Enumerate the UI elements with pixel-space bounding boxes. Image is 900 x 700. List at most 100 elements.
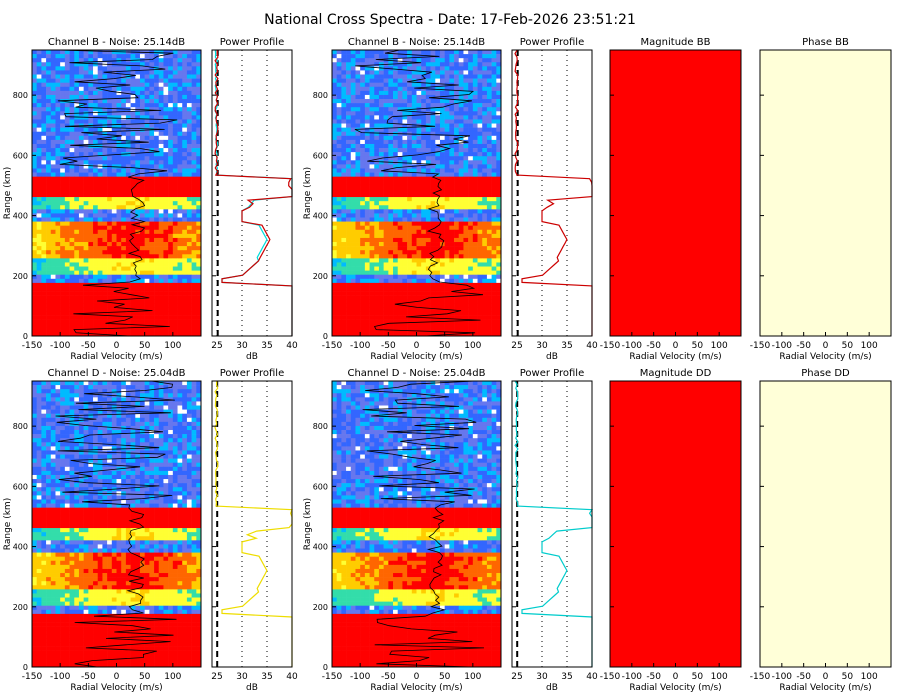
spectra-cell bbox=[88, 58, 94, 63]
spectra-cell bbox=[482, 119, 488, 124]
spectra-cell bbox=[196, 221, 202, 226]
spectra-cell bbox=[482, 123, 488, 128]
spectra-cell bbox=[97, 323, 103, 329]
spectra-cell bbox=[88, 107, 94, 112]
spectra-cell bbox=[472, 111, 478, 116]
spectra-cell bbox=[435, 58, 441, 63]
spectra-cell bbox=[186, 237, 192, 243]
spectra-cell bbox=[378, 201, 384, 206]
spectra-cell bbox=[50, 213, 56, 218]
spectra-cell bbox=[97, 78, 103, 83]
spectra-cell bbox=[449, 94, 455, 100]
spectra-cell bbox=[158, 299, 164, 304]
spectra-cell bbox=[177, 270, 183, 276]
spectra-cell bbox=[144, 58, 150, 63]
spectra-cell bbox=[496, 315, 502, 320]
spectra-cell bbox=[416, 201, 422, 206]
spectra-cell bbox=[88, 258, 94, 263]
spectra-cell bbox=[135, 209, 141, 214]
spectra-cell bbox=[88, 254, 94, 259]
spectra-cell bbox=[93, 242, 99, 247]
spectra-cell bbox=[154, 139, 160, 145]
spectra-cell bbox=[383, 160, 389, 165]
spectra-cell bbox=[111, 86, 117, 92]
spectra-cell bbox=[41, 242, 47, 247]
spectra-cell bbox=[378, 274, 384, 280]
spectra-cell bbox=[425, 286, 431, 292]
spectra-cell bbox=[172, 54, 178, 59]
spectra-cell bbox=[144, 111, 150, 116]
spectra-cell bbox=[107, 50, 113, 55]
spectra-cell bbox=[41, 221, 47, 226]
spectra-cell bbox=[172, 135, 178, 141]
spectra-cell bbox=[472, 299, 478, 304]
spectra-cell bbox=[78, 50, 84, 55]
spectra-cell bbox=[360, 225, 366, 231]
profile-xlabel: dB bbox=[246, 352, 258, 362]
spectra-cell bbox=[102, 143, 108, 149]
spectra-cell bbox=[97, 188, 103, 194]
spectra-cell bbox=[135, 282, 141, 288]
spectra-cell bbox=[135, 168, 141, 173]
spectra-cell bbox=[55, 99, 61, 104]
spectra-cell bbox=[482, 62, 488, 67]
spectra-cell bbox=[374, 152, 380, 157]
spectra-cell bbox=[393, 90, 399, 96]
spectra-cell bbox=[407, 160, 413, 165]
spectra-cell bbox=[374, 139, 380, 145]
spectra-cell bbox=[125, 66, 131, 71]
spectra-cell bbox=[111, 225, 117, 231]
spectra-cell bbox=[383, 94, 389, 100]
spectra-cell bbox=[36, 282, 42, 288]
spectra-cell bbox=[88, 119, 94, 124]
spectra-cell bbox=[182, 331, 188, 337]
spectra-cell bbox=[477, 270, 483, 276]
spectra-cell bbox=[125, 197, 131, 202]
spectra-cell bbox=[46, 266, 52, 271]
spectra-cell bbox=[364, 176, 370, 182]
spectra-cell bbox=[182, 225, 188, 231]
spectra-cell bbox=[421, 286, 427, 292]
spectra-cell bbox=[397, 115, 403, 120]
spectra-cell bbox=[55, 90, 61, 96]
spectra-cell bbox=[374, 295, 380, 300]
spectra-cell bbox=[468, 86, 474, 92]
spectra-cell bbox=[177, 250, 183, 255]
spectra-cell bbox=[196, 262, 202, 267]
spectra-cell bbox=[102, 58, 108, 63]
spectra-cell bbox=[172, 205, 178, 210]
spectra-cell bbox=[468, 74, 474, 79]
spectra-cell bbox=[435, 315, 441, 320]
spectra-cell bbox=[397, 78, 403, 83]
spectra-cell bbox=[374, 205, 380, 210]
spectra-cell bbox=[93, 160, 99, 165]
spectra-cell bbox=[454, 184, 460, 190]
spectra-cell bbox=[41, 176, 47, 182]
spectra-cell bbox=[472, 164, 478, 169]
spectra-cell bbox=[121, 119, 127, 124]
spectra-cell bbox=[411, 315, 417, 320]
spectra-cell bbox=[69, 262, 75, 267]
spectra-cell bbox=[425, 254, 431, 259]
spectra-cell bbox=[393, 250, 399, 255]
spectra-cell bbox=[102, 278, 108, 284]
spectra-cell bbox=[172, 156, 178, 161]
spectra-cell bbox=[435, 180, 441, 186]
spectra-cell bbox=[158, 148, 164, 153]
spectra-cell bbox=[463, 266, 469, 271]
spectra-cell bbox=[439, 131, 445, 137]
spectra-cell bbox=[83, 152, 89, 157]
spectra-cell bbox=[468, 160, 474, 165]
spectra-cell bbox=[421, 242, 427, 247]
spectra-cell bbox=[439, 315, 445, 320]
spectra-cell bbox=[463, 205, 469, 210]
spectra-cell bbox=[369, 176, 375, 182]
spectra-cell bbox=[439, 319, 445, 325]
spectra-cell bbox=[139, 103, 145, 108]
spectra-cell bbox=[360, 323, 366, 329]
spectra-cell bbox=[435, 242, 441, 247]
spectra-cell bbox=[496, 229, 502, 235]
spectra-cell bbox=[393, 229, 399, 235]
spectra-cell bbox=[55, 139, 61, 145]
spectra-cell bbox=[78, 246, 84, 251]
